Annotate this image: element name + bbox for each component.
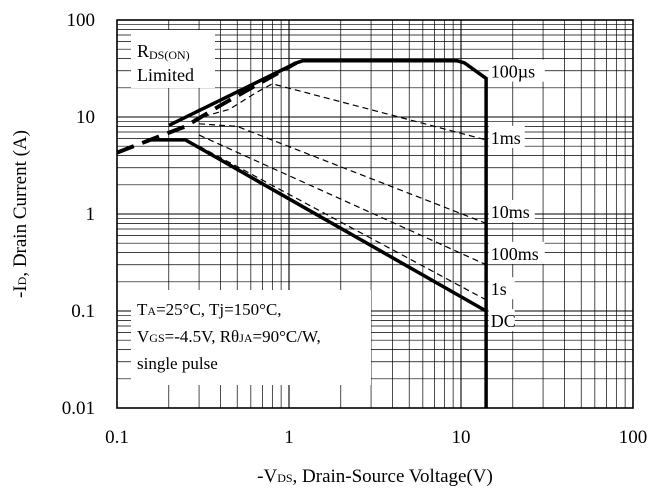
conditions-text-segment: A [147, 304, 156, 318]
conditions-text-segment: =25°C, Tj=150°C, [156, 300, 282, 319]
conditions-mask [131, 290, 371, 385]
plot-frame [116, 19, 634, 409]
x-tick-label: 0.1 [105, 427, 129, 448]
series-line-1s [198, 145, 487, 301]
curve-label-mask [488, 125, 525, 148]
x-axis-title: -VDS, Drain-Source Voltage(V) [257, 466, 493, 487]
conditions-line1: TA=25°C, Tj=150°C, [137, 300, 282, 319]
conditions-text-segment: single pulse [137, 354, 218, 373]
series-line-dc [147, 138, 487, 313]
series-line-100ms [198, 134, 487, 266]
series-line-100s [168, 59, 488, 408]
conditions-text-segment: T [137, 300, 148, 319]
rds-on-label-limited: Limited [137, 65, 194, 85]
curve-label-1ms: 1ms [491, 128, 521, 148]
x-tick-label: 1 [284, 427, 294, 448]
curve-label-dc: DC [491, 311, 516, 331]
conditions-text-segment: =90°C/W, [253, 327, 321, 346]
test-conditions-note: TA=25°C, Tj=150°C, VGS=-4.5V, RθJA=90°C/W… [137, 300, 321, 373]
y-axis-title: -ID, Drain Current (A) [10, 130, 31, 298]
x-tick-label: 10 [452, 427, 471, 448]
curve-label-mask [488, 277, 515, 300]
y-tick-label: 100 [67, 10, 96, 31]
x-tick-labels: 0.1 1 10 100 [105, 427, 647, 448]
y-tick-label: 0.01 [62, 398, 95, 419]
curve-labels: 100µs 1ms 10ms 100ms 1s DC [488, 59, 545, 332]
curve-label-100s: 100µs [491, 62, 535, 82]
curve-label-1s: 1s [491, 279, 507, 299]
rds-on-label: RDS(ON) [137, 41, 190, 62]
conditions-line2: VGS=-4.5V, RθJA=90°C/W, [137, 327, 321, 346]
curve-group [116, 59, 488, 408]
y-tick-label: 0.1 [71, 301, 95, 322]
curve-label-10ms: 10ms [491, 202, 530, 222]
curve-label-mask [488, 200, 535, 222]
conditions-line3: single pulse [137, 354, 218, 373]
conditions-text-segment: JA [239, 331, 253, 345]
curve-label-mask [488, 59, 545, 82]
x-tick-label: 100 [619, 427, 648, 448]
series-line-1ms [193, 83, 487, 141]
y-tick-labels: 0.01 0.1 1 10 100 [62, 10, 95, 419]
y-tick-label: 1 [86, 204, 96, 225]
curve-label-mask [488, 241, 545, 264]
conditions-text-segment: V [137, 327, 150, 346]
y-tick-label: 10 [76, 107, 95, 128]
curve-label-mask [488, 309, 515, 332]
conditions-text-segment: GS [149, 331, 164, 345]
conditions-text-segment: =-4.5V, Rθ [165, 327, 240, 346]
series-line-10ms [199, 123, 487, 224]
rds-label-mask [131, 30, 215, 88]
curve-label-100ms: 100ms [491, 244, 539, 264]
